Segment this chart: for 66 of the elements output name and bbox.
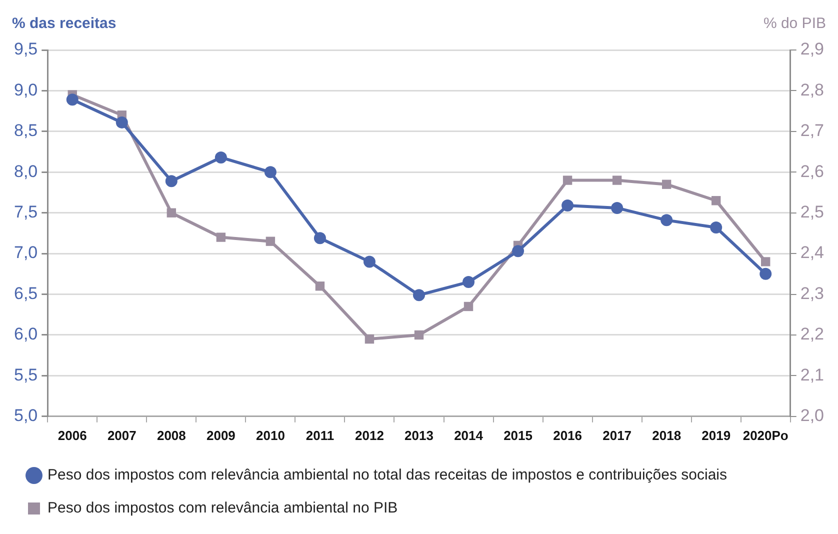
x-tick-label: 2017 xyxy=(602,428,632,443)
point xyxy=(116,116,128,128)
x-tick-label: 2014 xyxy=(454,428,484,443)
y2-tick-label: 2,3 xyxy=(800,284,824,303)
y-tick-label: 8,5 xyxy=(14,121,38,140)
y-tick-label: 5,5 xyxy=(14,365,38,384)
x-tick-label: 2007 xyxy=(107,428,136,443)
y-tick-label: 7,0 xyxy=(14,243,38,262)
x-tick-label: 2012 xyxy=(355,428,384,443)
point xyxy=(612,176,622,185)
y2-tick-label: 2,6 xyxy=(800,162,824,181)
x-tick-label: 2018 xyxy=(652,428,682,443)
legend-label: Peso dos impostos com relevância ambiental no PIB xyxy=(48,500,398,517)
y2-tick-label: 2,0 xyxy=(800,406,824,426)
y-tick-label: 9,0 xyxy=(14,80,38,100)
point xyxy=(264,166,276,178)
y-tick-label: 9,5 xyxy=(14,40,38,59)
point xyxy=(562,176,572,185)
x-tick-label: 2020Po xyxy=(742,428,788,443)
y2-axis-title: % do PIB xyxy=(763,15,826,32)
point xyxy=(464,302,474,312)
y2-tick-label: 2,1 xyxy=(800,365,824,384)
x-tick-label: 2013 xyxy=(404,428,434,443)
point xyxy=(712,196,721,206)
point xyxy=(266,236,276,246)
y-tick-label: 5,0 xyxy=(14,406,38,426)
y-tick-label: 6,0 xyxy=(14,324,38,344)
y2-tick-label: 2,4 xyxy=(800,243,824,262)
y-axis-title: % das receitas xyxy=(12,15,116,32)
y2-tick-label: 2,8 xyxy=(800,80,824,100)
y2-tick-label: 2,9 xyxy=(800,40,824,59)
x-tick-label: 2019 xyxy=(702,428,731,443)
y2-tick-label: 2,7 xyxy=(800,121,824,140)
point xyxy=(214,151,227,164)
point xyxy=(662,180,672,189)
point xyxy=(462,276,475,288)
x-tick-label: 2006 xyxy=(58,428,87,443)
point xyxy=(562,200,574,212)
y2-tick-label: 2,2 xyxy=(800,324,824,344)
point xyxy=(66,94,78,106)
point xyxy=(413,289,425,302)
y-tick-label: 7,5 xyxy=(14,202,38,222)
point xyxy=(660,214,673,226)
point xyxy=(363,256,376,268)
point xyxy=(166,208,176,218)
legend-label: Peso dos impostos com relevância ambiental no total das receitas de impostos e contribuições sociais xyxy=(48,466,728,484)
point xyxy=(512,245,524,258)
point xyxy=(364,334,374,344)
point xyxy=(761,257,770,266)
point xyxy=(760,268,772,280)
point xyxy=(315,282,325,291)
x-tick-label: 2016 xyxy=(553,428,582,443)
point xyxy=(165,175,178,188)
x-tick-label: 2015 xyxy=(504,428,532,443)
point xyxy=(611,202,624,214)
point xyxy=(710,222,722,234)
y-tick-label: 6,5 xyxy=(14,284,38,303)
point xyxy=(314,232,326,244)
point xyxy=(216,232,226,242)
x-tick-label: 2008 xyxy=(156,428,186,443)
point xyxy=(414,330,424,340)
y-tick-label: 8,0 xyxy=(14,162,38,181)
y2-tick-label: 2,5 xyxy=(800,202,824,222)
x-tick-label: 2009 xyxy=(206,428,236,443)
x-tick-label: 2011 xyxy=(306,428,334,443)
x-tick-label: 2010 xyxy=(256,428,285,443)
